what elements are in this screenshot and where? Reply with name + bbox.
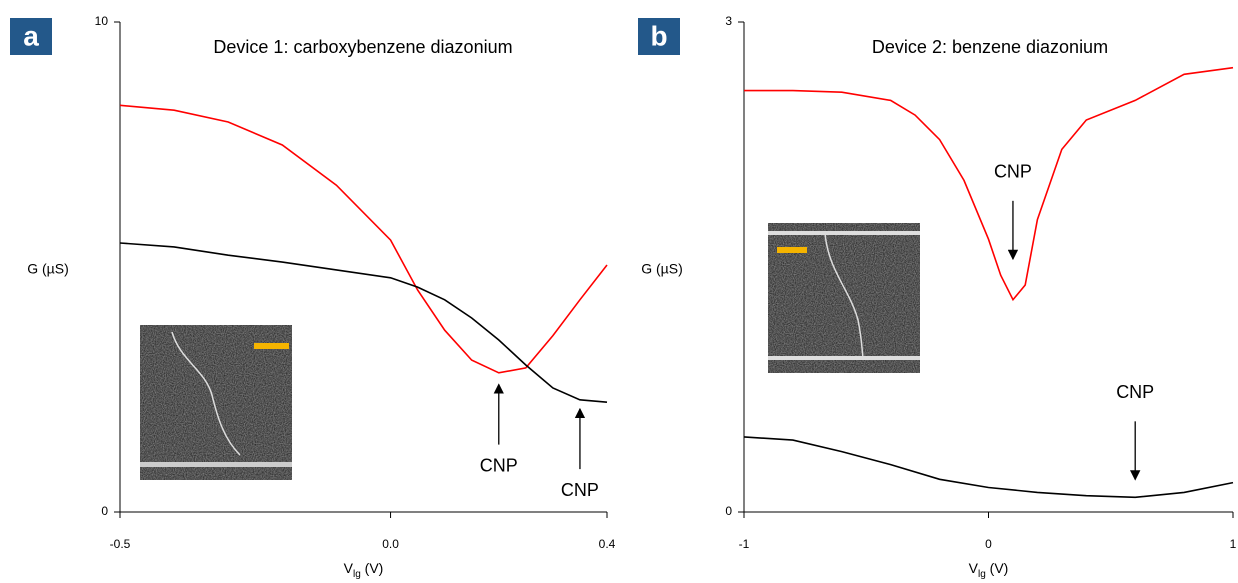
- x-axis-label-part: lg: [978, 569, 986, 580]
- x-tick-label: 0.4: [599, 537, 616, 551]
- x-axis-label: Vlg (V): [344, 560, 384, 580]
- x-tick-label: -1: [739, 537, 750, 551]
- series-line: [743, 436, 1234, 499]
- chart-title: Device 1: carboxybenzene diazonium: [213, 37, 512, 57]
- x-axis-label-part: V: [969, 560, 979, 576]
- x-tick-label: -0.5: [110, 537, 131, 551]
- y-tick-label: 0: [725, 504, 732, 518]
- y-tick-label: 3: [725, 14, 732, 28]
- panel-label-box: [10, 18, 52, 55]
- series-line: [119, 242, 608, 403]
- x-axis-label-part: (V): [986, 560, 1009, 576]
- inset-image-a: [140, 325, 292, 480]
- y-tick-label: 0: [101, 504, 108, 518]
- x-tick-label: 0.0: [382, 537, 399, 551]
- y-axis-label: G (µS): [27, 261, 69, 277]
- x-axis-label-part: (V): [361, 560, 384, 576]
- y-axis-label: G (µS): [641, 261, 683, 277]
- y-tick-label: 10: [95, 14, 109, 28]
- x-tick-label: 0: [985, 537, 992, 551]
- x-axis-label-part: lg: [353, 569, 361, 580]
- panel-label: b: [650, 20, 667, 51]
- x-tick-label: 1: [1230, 537, 1237, 551]
- inset-image-b: [768, 223, 920, 373]
- annotation-label: CNP: [480, 455, 518, 475]
- series-line: [744, 66, 1234, 302]
- annotation-label: CNP: [994, 162, 1032, 182]
- series-line: [119, 104, 608, 374]
- panel-label-box: [638, 18, 680, 55]
- chart-title: Device 2: benzene diazonium: [872, 37, 1108, 57]
- x-axis-label: Vlg (V): [969, 560, 1009, 580]
- x-axis-label-part: V: [344, 560, 354, 576]
- annotation-label: CNP: [1116, 382, 1154, 402]
- panel-label: a: [23, 20, 39, 51]
- annotation-label: CNP: [561, 480, 599, 500]
